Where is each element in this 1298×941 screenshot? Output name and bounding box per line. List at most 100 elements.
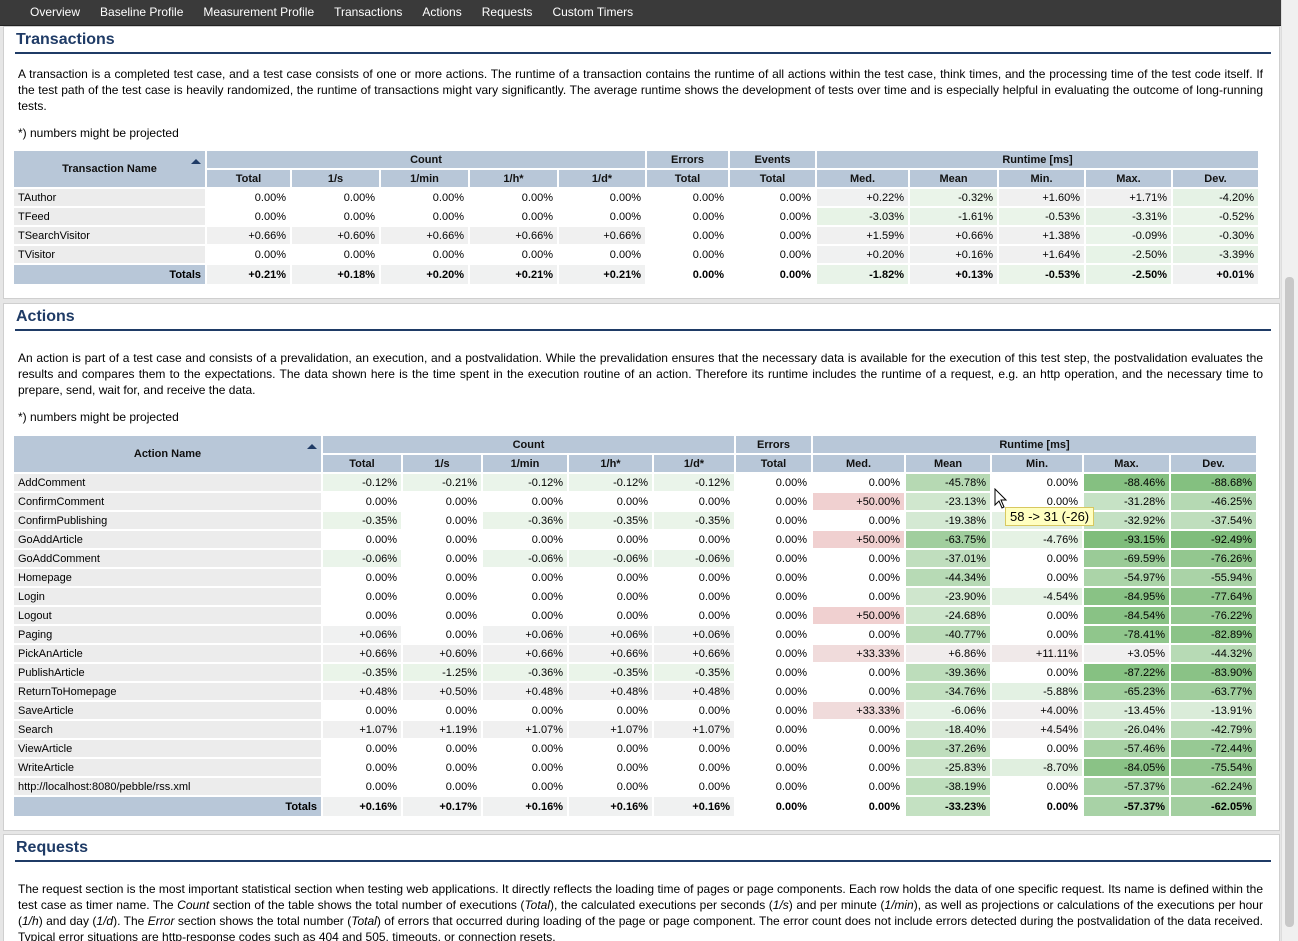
value-cell: 0.00% <box>813 569 904 586</box>
value-cell: 0.00% <box>647 227 728 244</box>
table-row: Login 0.00% 0.00% 0.00% 0.00% 0.00% 0.00% 0.00%… <box>14 588 1256 605</box>
column-header[interactable]: 1/min <box>381 170 468 187</box>
column-header[interactable]: Med. <box>817 170 908 187</box>
column-header[interactable]: Min. <box>999 170 1084 187</box>
value-cell: +0.66% <box>381 227 468 244</box>
row-name[interactable]: Logout <box>14 607 321 624</box>
row-name[interactable]: ConfirmPublishing <box>14 512 321 529</box>
row-name[interactable]: GoAddArticle <box>14 531 321 548</box>
column-header[interactable]: Total <box>730 170 815 187</box>
column-header[interactable]: 1/s <box>292 170 379 187</box>
sort-asc-icon[interactable] <box>307 444 317 449</box>
column-header[interactable]: 1/d* <box>559 170 645 187</box>
vertical-scrollbar[interactable] <box>1281 0 1298 941</box>
value-cell: -0.09% <box>1086 227 1171 244</box>
column-header[interactable]: Max. <box>1086 170 1171 187</box>
column-header[interactable]: Med. <box>813 455 904 472</box>
value-cell: -0.52% <box>1173 208 1258 225</box>
row-name[interactable]: AddComment <box>14 474 321 491</box>
column-header[interactable]: 1/min <box>483 455 567 472</box>
value-cell: -45.78% <box>906 474 990 491</box>
column-header[interactable]: Mean <box>906 455 990 472</box>
value-cell: +50.00% <box>813 493 904 510</box>
nav-item-baseline-profile[interactable]: Baseline Profile <box>100 5 184 19</box>
row-name[interactable]: GoAddComment <box>14 550 321 567</box>
row-name[interactable]: Search <box>14 721 321 738</box>
column-header[interactable]: Max. <box>1084 455 1169 472</box>
actions-description: An action is part of a test case and con… <box>18 351 1263 397</box>
nav-item-custom-timers[interactable]: Custom Timers <box>552 5 634 19</box>
value-cell: -25.83% <box>906 759 990 776</box>
row-name[interactable]: http://localhost:8080/pebble/rss.xml <box>14 778 321 795</box>
value-cell: +0.48% <box>569 683 652 700</box>
value-cell: 0.00% <box>992 493 1082 510</box>
total-cell: 0.00% <box>813 797 904 816</box>
row-name[interactable]: PickAnArticle <box>14 645 321 662</box>
column-header[interactable]: 1/d* <box>654 455 734 472</box>
column-header[interactable]: Total <box>647 170 728 187</box>
nav-item-overview[interactable]: Overview <box>30 5 81 19</box>
nav-item-measurement-profile[interactable]: Measurement Profile <box>203 5 315 19</box>
table-row: TFeed 0.00% 0.00% 0.00% 0.00% 0.00% 0.00% 0.00%… <box>14 208 1258 225</box>
row-name[interactable]: TFeed <box>14 208 205 225</box>
value-cell: 0.00% <box>323 569 401 586</box>
column-header[interactable]: 1/h* <box>470 170 557 187</box>
column-header[interactable]: Total <box>736 455 811 472</box>
value-cell: 0.00% <box>483 493 567 510</box>
row-name[interactable]: Login <box>14 588 321 605</box>
table-row: GoAddComment -0.06% 0.00% -0.06% -0.06% -0.06… <box>14 550 1256 567</box>
column-header[interactable]: Dev. <box>1171 455 1256 472</box>
value-cell: +1.38% <box>999 227 1084 244</box>
row-name[interactable]: ConfirmComment <box>14 493 321 510</box>
value-cell: 0.00% <box>292 189 379 206</box>
transaction-name-header[interactable]: Transaction Name <box>14 151 205 187</box>
value-cell: 0.00% <box>403 702 481 719</box>
table-row: http://localhost:8080/pebble/rss.xml 0.00… <box>14 778 1256 795</box>
top-navigation: Overview Baseline Profile Measurement Prof… <box>0 0 1282 26</box>
sort-asc-icon[interactable] <box>191 159 201 164</box>
value-cell: -76.26% <box>1171 550 1256 567</box>
row-name[interactable]: SaveArticle <box>14 702 321 719</box>
value-cell: 0.00% <box>736 493 811 510</box>
actions-section: Actions An action is part of a test case… <box>3 303 1280 831</box>
row-name[interactable]: TVisitor <box>14 246 205 263</box>
table-row: PublishArticle -0.35% -1.25% -0.36% -0.35% -0… <box>14 664 1256 681</box>
value-cell: +0.06% <box>483 626 567 643</box>
column-header[interactable]: Total <box>207 170 290 187</box>
column-header[interactable]: 1/h* <box>569 455 652 472</box>
column-header[interactable]: 1/s <box>403 455 481 472</box>
row-name[interactable]: Homepage <box>14 569 321 586</box>
value-cell: 0.00% <box>470 189 557 206</box>
actions-projection-note: *) numbers might be projected <box>18 410 179 424</box>
scrollbar-thumb[interactable] <box>1285 277 1294 927</box>
value-cell: 0.00% <box>813 664 904 681</box>
value-cell: -63.75% <box>906 531 990 548</box>
total-cell: +0.13% <box>910 265 997 284</box>
row-name[interactable]: ViewArticle <box>14 740 321 757</box>
value-cell: +1.07% <box>483 721 567 738</box>
nav-item-actions[interactable]: Actions <box>422 5 462 19</box>
row-name[interactable]: WriteArticle <box>14 759 321 776</box>
row-name[interactable]: TSearchVisitor <box>14 227 205 244</box>
value-cell: +0.22% <box>817 189 908 206</box>
mouse-cursor-icon <box>994 488 1008 509</box>
row-name[interactable]: PublishArticle <box>14 664 321 681</box>
column-header[interactable]: Min. <box>992 455 1082 472</box>
value-cell: 0.00% <box>323 702 401 719</box>
row-name[interactable]: TAuthor <box>14 189 205 206</box>
column-header[interactable]: Mean <box>910 170 997 187</box>
value-cell: -63.77% <box>1171 683 1256 700</box>
nav-item-requests[interactable]: Requests <box>481 5 533 19</box>
value-cell: 0.00% <box>813 683 904 700</box>
action-name-header[interactable]: Action Name <box>14 436 321 472</box>
column-header[interactable]: Total <box>323 455 401 472</box>
row-name[interactable]: Paging <box>14 626 321 643</box>
value-cell: 0.00% <box>736 702 811 719</box>
value-cell: +1.07% <box>569 721 652 738</box>
row-name[interactable]: ReturnToHomepage <box>14 683 321 700</box>
column-header[interactable]: Dev. <box>1173 170 1258 187</box>
nav-item-transactions[interactable]: Transactions <box>334 5 403 19</box>
value-cell: 0.00% <box>730 246 815 263</box>
total-cell: -33.23% <box>906 797 990 816</box>
value-cell: -26.04% <box>1084 721 1169 738</box>
